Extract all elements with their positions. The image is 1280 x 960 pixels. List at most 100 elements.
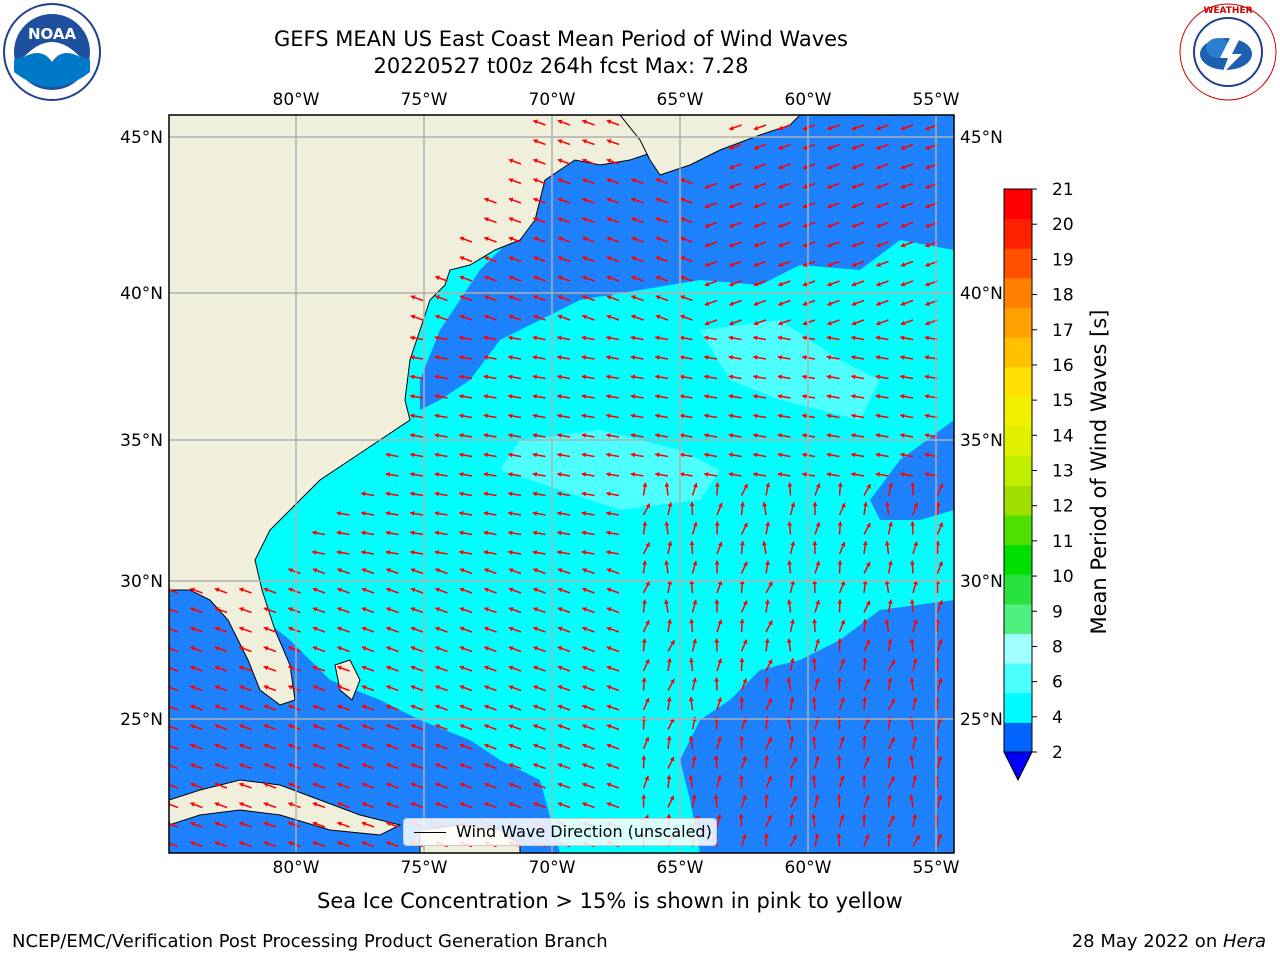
wind-arrow [728,432,742,438]
wind-arrow [666,658,672,672]
wind-arrow [214,665,228,672]
wind-arrow [557,119,571,126]
colorbar-segment [1004,663,1032,694]
wind-arrow [606,802,620,809]
wind-arrow [483,549,497,555]
wind-arrow [239,685,252,692]
wind-arrow [729,124,742,131]
wind-arrow [688,775,694,789]
wind-arrow [288,646,301,653]
wind-arrow [811,696,817,711]
wind-arrow [190,763,203,770]
wind-arrow [484,256,497,263]
wind-arrow [557,549,571,555]
wind-arrow [606,743,620,750]
wind-arrow [863,678,871,691]
wind-arrow [410,549,424,555]
wind-arrow [386,704,399,711]
wind-arrow [508,724,522,731]
wind-arrow [912,834,921,847]
wind-arrow [642,697,650,711]
wind-arrow [557,432,571,438]
wind-arrow [533,178,546,185]
wind-arrow [827,260,840,267]
wind-arrow [557,314,571,321]
wind-arrow [691,560,698,574]
wind-arrow [434,491,448,497]
chart-subtitle: 20220527 t00z 264h fcst Max: 7.28 [373,54,749,78]
ocean-band-2-4-southeast [680,600,954,853]
wind-arrow [851,182,865,189]
wind-arrow [704,319,718,326]
wind-arrow [435,685,448,692]
colorbar-tick-label: 14 [1052,426,1074,446]
wind-arrow [190,607,203,614]
wind-arrow [484,236,497,243]
legend-line-sample [414,832,446,833]
wind-arrow [642,658,650,672]
wind-arrow [483,510,497,516]
wind-arrow [459,530,473,536]
wind-arrow [876,182,889,189]
wind-arrow [214,743,228,750]
wind-arrow [288,821,301,828]
wind-arrow [410,452,424,458]
wind-arrow [508,491,522,497]
wind-arrow [385,530,399,536]
wind-arrow [837,560,843,574]
wind-arrow [666,697,672,711]
wind-arrow [582,646,595,653]
wind-arrow [753,260,767,267]
wind-arrow [838,697,845,711]
wind-arrow [533,685,546,692]
wind-arrow [838,775,845,789]
wind-arrow [763,833,769,847]
lat-label-right: 30°N [960,572,1003,592]
colorbar-segment [1004,514,1032,546]
wind-arrow [533,665,546,672]
wind-arrow [789,619,795,633]
wind-arrow [582,685,595,692]
wind-arrow [288,568,301,575]
wind-arrow [689,579,695,594]
wind-arrow [263,724,277,731]
wind-arrow [851,374,865,380]
wind-arrow [532,393,546,399]
wind-arrow [410,607,424,614]
wind-arrow [484,607,497,614]
colorbar-tick-label: 21 [1052,180,1074,200]
wind-arrow [739,657,745,672]
colorbar-tick-label: 8 [1052,637,1063,657]
map-frame [168,114,955,854]
wind-arrow [557,393,571,399]
wind-arrow [664,560,670,574]
wind-arrow [557,295,571,302]
wind-arrow [704,471,718,477]
wind-arrow [838,580,846,594]
wind-arrow [655,178,669,185]
wind-arrow [557,413,571,419]
colorbar-segment [1004,189,1032,220]
wind-arrow [606,685,620,692]
ocean-band-2-4-east [870,420,954,520]
wind-arrow [557,646,571,653]
wind-arrow [630,335,644,341]
wind-arrow [630,413,644,419]
wind-arrow [936,600,943,613]
wind-arrow [642,542,651,555]
wind-arrow [704,354,718,360]
wind-arrow [789,756,798,769]
wind-arrow [827,124,840,131]
wind-arrow [214,626,228,633]
wind-arrow [765,736,773,750]
wind-arrow [312,530,326,536]
wind-arrow [900,335,914,341]
wind-arrow [434,452,448,458]
wind-arrow [557,374,571,380]
wind-arrow [533,724,546,731]
wind-arrow [532,491,546,497]
wind-arrow [876,319,889,326]
wind-arrow [214,821,228,828]
wind-arrow [557,217,571,224]
wind-arrow [631,256,644,263]
